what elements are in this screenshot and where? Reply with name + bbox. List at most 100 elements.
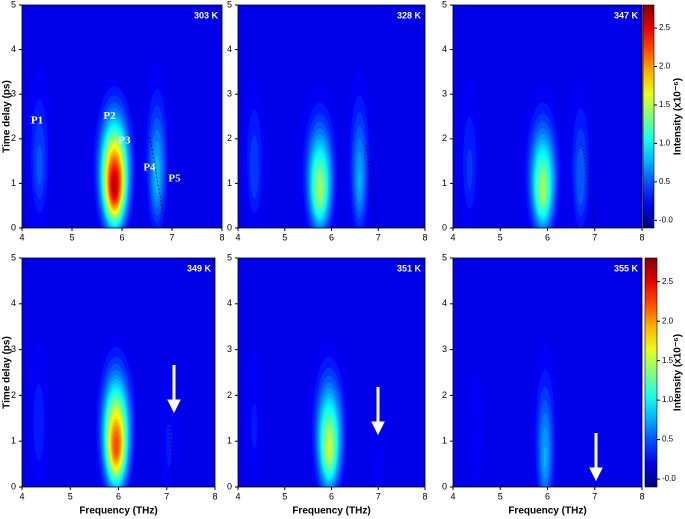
panel-title: 355 K	[614, 263, 639, 273]
x-tick-label: 4	[19, 232, 24, 242]
x-tick-label: 7	[376, 491, 381, 501]
peak	[159, 366, 179, 487]
x-tick-label: 6	[545, 232, 550, 242]
x-tick-label: 8	[639, 232, 644, 242]
x-tick-label: 7	[376, 232, 381, 242]
peak	[458, 78, 481, 228]
panel	[238, 5, 425, 228]
y-axis-label: Time delay (ps)	[2, 336, 13, 409]
panel-title: 351 K	[397, 263, 422, 273]
colorbar-tick-label: 1.5	[662, 356, 674, 365]
y-tick-label: 4	[11, 44, 16, 54]
y-axis-label: Time delay (ps)	[2, 80, 13, 153]
colorbar-tick-label: 0.5	[659, 177, 671, 186]
y-tick-label: 2	[442, 390, 447, 400]
peak	[468, 371, 485, 484]
y-tick-label: 3	[227, 89, 232, 99]
y-tick-label: 4	[227, 298, 232, 308]
peak	[299, 83, 341, 228]
panel-title: 328 K	[397, 10, 422, 20]
peak	[92, 79, 137, 228]
panel-title: 303 K	[194, 10, 219, 20]
y-tick-label: 0	[442, 222, 447, 232]
y-tick-label: 3	[11, 89, 16, 99]
dashed-guide	[167, 414, 176, 488]
peak-label: P2	[103, 110, 116, 122]
peak	[531, 339, 559, 487]
colorbar-tick-label: 0.5	[662, 435, 674, 444]
x-tick-label: 4	[450, 491, 455, 501]
y-tick-label: 1	[442, 436, 447, 446]
x-tick-label: 8	[212, 491, 217, 501]
x-tick-label: 6	[545, 491, 550, 501]
colorbar	[644, 257, 658, 488]
x-tick-label: 7	[592, 232, 597, 242]
panel	[22, 5, 222, 228]
y-tick-label: 2	[442, 133, 447, 143]
colorbar-tick-label: 1.5	[659, 100, 671, 109]
x-tick-label: 5	[498, 232, 503, 242]
dashed-guide	[365, 144, 379, 226]
x-tick-label: 4	[450, 232, 455, 242]
peak	[521, 83, 564, 228]
dashed-guide	[149, 136, 166, 226]
peak-label: P4	[143, 161, 156, 173]
colorbar-tick-label: 1.0	[659, 139, 671, 148]
colorbar	[642, 4, 655, 229]
y-tick-label: 0	[11, 222, 16, 232]
y-tick-label: 1	[11, 436, 16, 446]
x-tick-label: 8	[219, 232, 224, 242]
peak	[243, 73, 266, 228]
y-tick-label: 1	[11, 178, 16, 188]
peak	[142, 60, 172, 228]
dashed-guide	[582, 144, 596, 226]
y-tick-label: 3	[227, 344, 232, 354]
x-tick-label: 5	[282, 232, 287, 242]
peak	[27, 65, 52, 228]
y-tick-label: 5	[442, 252, 447, 262]
y-tick-label: 2	[11, 133, 16, 143]
x-tick-label: 4	[235, 491, 240, 501]
y-tick-label: 4	[227, 44, 232, 54]
y-tick-label: 0	[11, 481, 16, 491]
y-tick-label: 5	[227, 252, 232, 262]
y-tick-label: 1	[227, 436, 232, 446]
y-tick-label: 1	[227, 178, 232, 188]
y-tick-label: 3	[11, 344, 16, 354]
x-tick-label: 8	[422, 232, 427, 242]
x-tick-label: 7	[169, 232, 174, 242]
x-tick-label: 6	[119, 232, 124, 242]
colorbar-tick-label: 2.0	[659, 62, 671, 71]
x-tick-label: 5	[498, 491, 503, 501]
peak	[346, 66, 373, 228]
colorbar-tick-label: -0.0	[659, 215, 673, 224]
y-tick-label: 5	[11, 252, 16, 262]
y-tick-label: 4	[11, 298, 16, 308]
y-tick-label: 0	[227, 481, 232, 491]
y-tick-label: 0	[442, 481, 447, 491]
panel	[453, 5, 642, 228]
peak	[245, 348, 264, 483]
x-axis-label: Frequency (THz)	[292, 506, 370, 517]
y-tick-label: 2	[227, 390, 232, 400]
y-tick-label: 1	[442, 178, 447, 188]
panel-title: 347 K	[614, 10, 639, 20]
panel	[238, 258, 425, 487]
arrows	[167, 365, 603, 482]
x-tick-label: 6	[116, 491, 121, 501]
x-tick-label: 5	[282, 491, 287, 501]
colorbar-tick-label: 1.0	[662, 395, 674, 404]
peak	[308, 338, 350, 487]
peak	[94, 336, 138, 487]
peak-label: P1	[31, 114, 43, 126]
x-tick-label: 5	[69, 232, 74, 242]
colorbar-tick-label: 2.5	[662, 277, 674, 286]
panel	[453, 258, 642, 487]
x-axis-label: Frequency (THz)	[508, 506, 586, 517]
colorbar-tick-label: 2.0	[662, 316, 674, 325]
y-tick-label: 2	[11, 390, 16, 400]
panel	[22, 258, 215, 487]
x-tick-label: 4	[19, 491, 24, 501]
y-tick-label: 4	[442, 298, 447, 308]
x-tick-label: 5	[68, 491, 73, 501]
